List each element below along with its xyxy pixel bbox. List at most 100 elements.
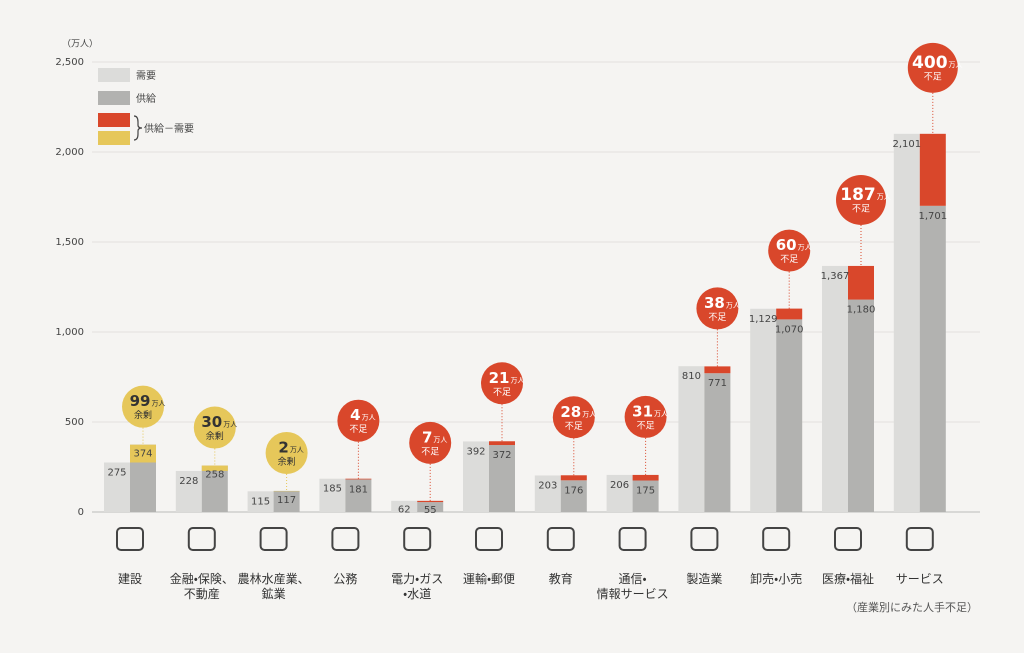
supply-bar (201, 465, 228, 512)
gap-unit: 万人 (290, 446, 304, 454)
value-label: 62 (398, 504, 411, 515)
demand-bar (822, 265, 848, 512)
x-tick-label: 建設 (117, 572, 142, 586)
gap-status: 不足 (349, 424, 367, 435)
demand-bar (678, 366, 705, 512)
demand-bar (534, 475, 561, 512)
gap-value: 4 (350, 406, 360, 424)
gap-value: 7 (422, 428, 432, 446)
gap-unit: 万人 (582, 410, 596, 418)
gap-bubble (337, 399, 380, 442)
y-tick-label: 1,000 (55, 327, 84, 338)
gap-unit: 万人 (798, 244, 812, 252)
gap-bubble (907, 42, 958, 93)
legend-swatch (98, 113, 130, 127)
value-label: 115 (251, 496, 270, 507)
gap-unit: 万人 (654, 410, 668, 418)
legend-label: 需要 (136, 70, 156, 82)
legend-brace (133, 115, 143, 141)
supply-bar (273, 490, 300, 512)
gap-value: 60 (776, 236, 797, 254)
gap-bubble (624, 395, 667, 438)
shortage-segment (345, 478, 372, 480)
supply-bar (489, 445, 515, 512)
gap-status: 不足 (924, 71, 942, 82)
value-label: 275 (107, 468, 126, 479)
value-label: 185 (323, 484, 342, 495)
x-tick-label: 農林水産業、 鉱業 (237, 572, 310, 601)
category-icon (116, 527, 144, 551)
gap-value: 99 (130, 392, 151, 410)
gap-status: 不足 (493, 387, 511, 398)
demand-bar (893, 133, 920, 512)
gap-unit: 万人 (151, 400, 165, 408)
gap-value: 30 (201, 413, 222, 431)
gap-status: 余剰 (134, 409, 152, 421)
shortage-segment (704, 366, 731, 374)
gap-status: 不足 (780, 254, 798, 265)
x-tick-label: 電力・ガス ・水道 (391, 572, 444, 601)
demand-bar (463, 441, 489, 512)
legend-label: 供給 (136, 92, 156, 105)
value-label: 374 (133, 449, 152, 460)
unit-label: （万人） (62, 39, 98, 50)
value-label: 810 (682, 371, 701, 382)
gap-unit: 万人 (877, 193, 891, 201)
value-label: 1,701 (918, 211, 947, 222)
x-tick-label: 運輸・郵便 (462, 572, 516, 586)
demand-bar (247, 491, 274, 512)
supply-bar (345, 479, 372, 512)
legend-swatch (98, 68, 130, 82)
value-label: 392 (466, 446, 485, 457)
gap-bubble (696, 287, 739, 330)
category-icon (834, 527, 862, 551)
value-label: 258 (205, 470, 224, 481)
value-label: 181 (349, 484, 368, 495)
value-label: 55 (424, 505, 437, 516)
supply-bar (919, 205, 946, 512)
surplus-segment (130, 444, 156, 463)
value-label: 175 (636, 486, 655, 497)
legend-swatch (98, 91, 130, 105)
demand-bar (391, 500, 418, 512)
supply-bar (560, 480, 587, 512)
x-tick-label: 卸売・小売 (750, 572, 803, 586)
legend-label: 供給－需要 (144, 122, 194, 135)
gap-unit: 万人 (949, 61, 963, 69)
value-label: 771 (708, 378, 727, 389)
gap-bubble (409, 421, 452, 464)
gap-status: 余剰 (206, 430, 224, 442)
gap-unit: 万人 (433, 436, 447, 444)
supply-bar (704, 373, 731, 512)
gap-status: 不足 (852, 203, 870, 214)
category-icon (259, 527, 288, 551)
supply-bar (776, 319, 803, 512)
value-label: 1,180 (847, 305, 876, 316)
supply-bar (848, 299, 874, 512)
shortage-segment (632, 474, 659, 481)
value-label: 1,129 (749, 314, 778, 325)
gap-bubble (768, 229, 811, 272)
category-icon (331, 527, 360, 551)
category-icon (762, 527, 791, 551)
category-icon (546, 527, 575, 551)
footnote: （産業別にみた人手不足） (846, 601, 978, 614)
gap-value: 2 (278, 438, 288, 456)
value-label: 372 (492, 450, 511, 461)
gap-bubble (265, 431, 308, 474)
gap-value: 400 (912, 53, 948, 73)
demand-bar (606, 474, 633, 512)
value-label: 1,367 (821, 271, 850, 282)
x-tick-label: 通信・ 情報サービス (596, 572, 669, 601)
supply-bar (632, 480, 659, 512)
gap-unit: 万人 (510, 376, 524, 384)
gap-bubble (836, 174, 886, 225)
value-label: 206 (610, 480, 629, 491)
gap-status: 不足 (637, 420, 655, 431)
category-icon (403, 527, 432, 551)
